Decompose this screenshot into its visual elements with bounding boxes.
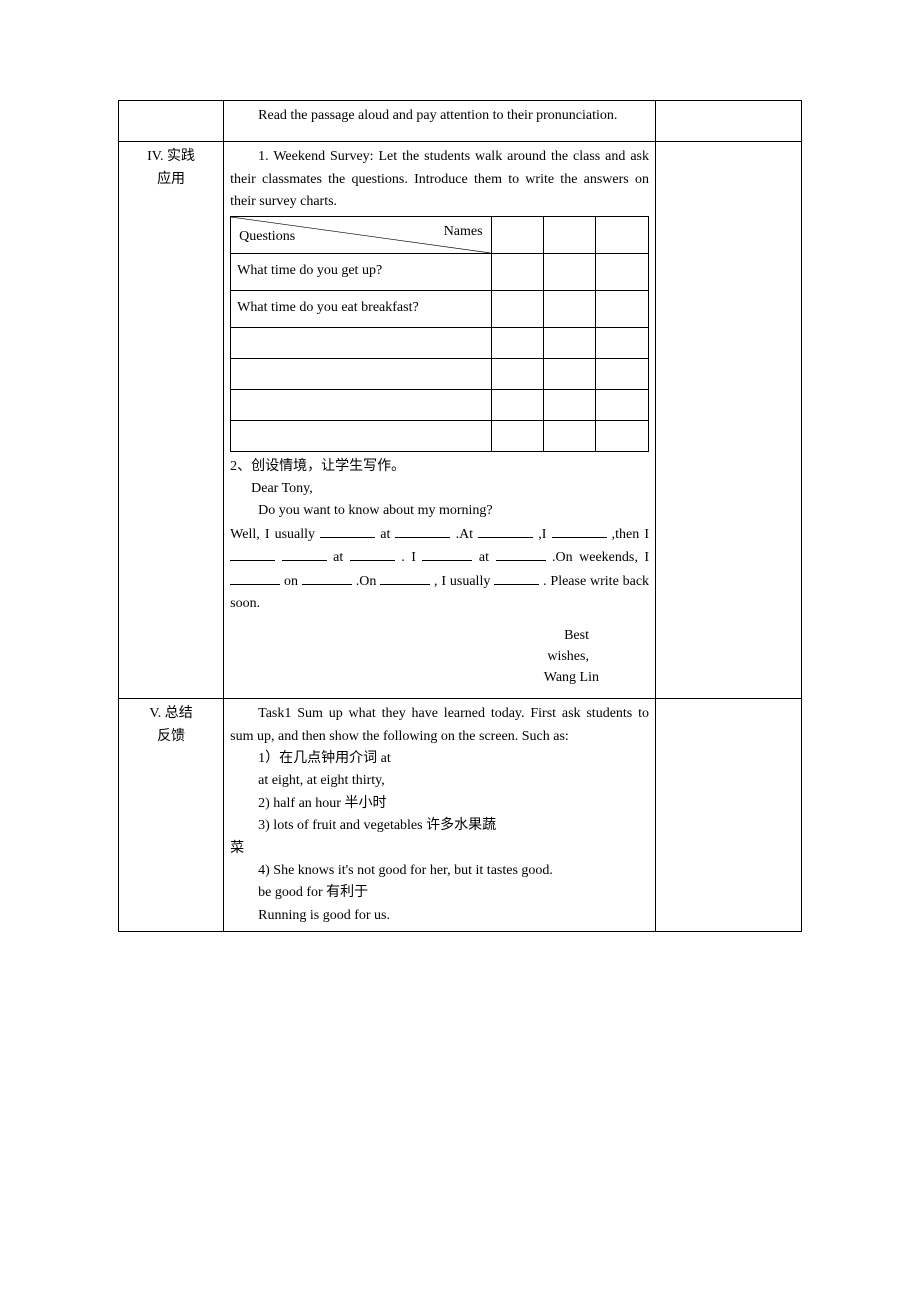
fill-blank [282, 546, 327, 561]
row0-spacer [230, 127, 649, 137]
row1-content-cell: 1. Weekend Survey: Let the students walk… [224, 142, 656, 699]
row1-label-line1: IV. 实践 [125, 146, 217, 168]
survey-cell [544, 253, 596, 290]
row1-intro: 1. Weekend Survey: Let the students walk… [230, 146, 649, 213]
row2-notes-cell [655, 699, 801, 932]
fill-blank [230, 546, 275, 561]
fill-blank [302, 570, 352, 585]
letter-text: , I usually [434, 574, 490, 589]
row2-label-line1: V. 总结 [125, 703, 217, 725]
letter-signature: Wang Lin [230, 667, 649, 688]
survey-empty-q [231, 327, 491, 358]
letter-body: Well, I usually at .At ,I ,then I at . I [230, 523, 649, 616]
letter-text: at [333, 550, 343, 565]
letter-greeting: Dear Tony, [230, 478, 649, 500]
fill-blank [395, 523, 450, 538]
row0-label-cell [119, 101, 224, 142]
survey-header-questions: Questions [239, 226, 295, 248]
letter-text: .On weekends, I [552, 550, 649, 565]
survey-cell [544, 420, 596, 451]
letter-text: .On [356, 574, 380, 589]
spacer [230, 615, 649, 625]
fill-blank [320, 523, 375, 538]
survey-header-col1 [491, 216, 543, 253]
letter-text: .At [456, 527, 479, 542]
row2-p4: 4) She knows it's not good for her, but … [230, 860, 649, 882]
row2-p1: 1）在几点钟用介词 at [230, 748, 649, 770]
letter-text: ,then I [612, 527, 649, 542]
letter-text: at [479, 550, 496, 565]
survey-empty-q [231, 389, 491, 420]
letter-closing2: wishes, [230, 646, 649, 667]
survey-cell [491, 358, 543, 389]
survey-header-diagonal-cell: Names Questions [231, 216, 491, 253]
survey-cell [491, 420, 543, 451]
row2-p1b: at eight, at eight thirty, [230, 770, 649, 792]
survey-cell [491, 327, 543, 358]
survey-cell [544, 290, 596, 327]
letter-closing1: Best [230, 625, 649, 646]
survey-cell [596, 253, 649, 290]
fill-blank [478, 523, 533, 538]
survey-cell [491, 253, 543, 290]
survey-empty-q [231, 358, 491, 389]
letter-text: Well, I usually [230, 527, 320, 542]
survey-cell [491, 290, 543, 327]
fill-blank [350, 546, 395, 561]
fill-blank [230, 570, 280, 585]
fill-blank [552, 523, 607, 538]
row2-p3b: 菜 [230, 838, 649, 860]
survey-q2: What time do you eat breakfast? [231, 290, 491, 327]
document-page: Read the passage aloud and pay attention… [0, 0, 920, 1012]
row2-content-cell: Task1 Sum up what they have learned toda… [224, 699, 656, 932]
letter-text: on [284, 574, 302, 589]
survey-cell [596, 420, 649, 451]
survey-cell [596, 389, 649, 420]
fill-blank [380, 570, 430, 585]
row1-label-cell: IV. 实践 应用 [119, 142, 224, 699]
fill-blank [494, 570, 539, 585]
row0-text: Read the passage aloud and pay attention… [230, 105, 649, 127]
row1-label-line2: 应用 [125, 169, 217, 191]
row2-p2: 2) half an hour 半小时 [230, 793, 649, 815]
row2-task1: Task1 Sum up what they have learned toda… [230, 703, 649, 748]
spacer [230, 688, 649, 694]
row2-label-line2: 反馈 [125, 726, 217, 748]
survey-cell [596, 327, 649, 358]
survey-header-col3 [596, 216, 649, 253]
row0-notes-cell [655, 101, 801, 142]
survey-cell [596, 290, 649, 327]
survey-header-names: Names [444, 221, 483, 243]
row2-p6: Running is good for us. [230, 905, 649, 927]
survey-cell [491, 389, 543, 420]
row2-p5: be good for 有利于 [230, 882, 649, 904]
lesson-plan-table: Read the passage aloud and pay attention… [118, 100, 802, 932]
row1-notes-cell [655, 142, 801, 699]
survey-cell [544, 389, 596, 420]
letter-question: Do you want to know about my morning? [230, 500, 649, 522]
fill-blank [422, 546, 472, 561]
survey-empty-q [231, 420, 491, 451]
survey-header-col2 [544, 216, 596, 253]
row1-part2-title: 2、创设情境，让学生写作。 [230, 456, 649, 478]
survey-q1: What time do you get up? [231, 253, 491, 290]
survey-chart-table: Names Questions What time do you get up? [230, 216, 649, 452]
row0-content-cell: Read the passage aloud and pay attention… [224, 101, 656, 142]
row2-p3: 3) lots of fruit and vegetables 许多水果蔬 [230, 815, 649, 837]
letter-text: at [380, 527, 395, 542]
letter-text: . I [401, 550, 422, 565]
survey-cell [544, 358, 596, 389]
survey-cell [544, 327, 596, 358]
row2-label-cell: V. 总结 反馈 [119, 699, 224, 932]
letter-text: ,I [538, 527, 551, 542]
fill-blank [496, 546, 546, 561]
survey-cell [596, 358, 649, 389]
